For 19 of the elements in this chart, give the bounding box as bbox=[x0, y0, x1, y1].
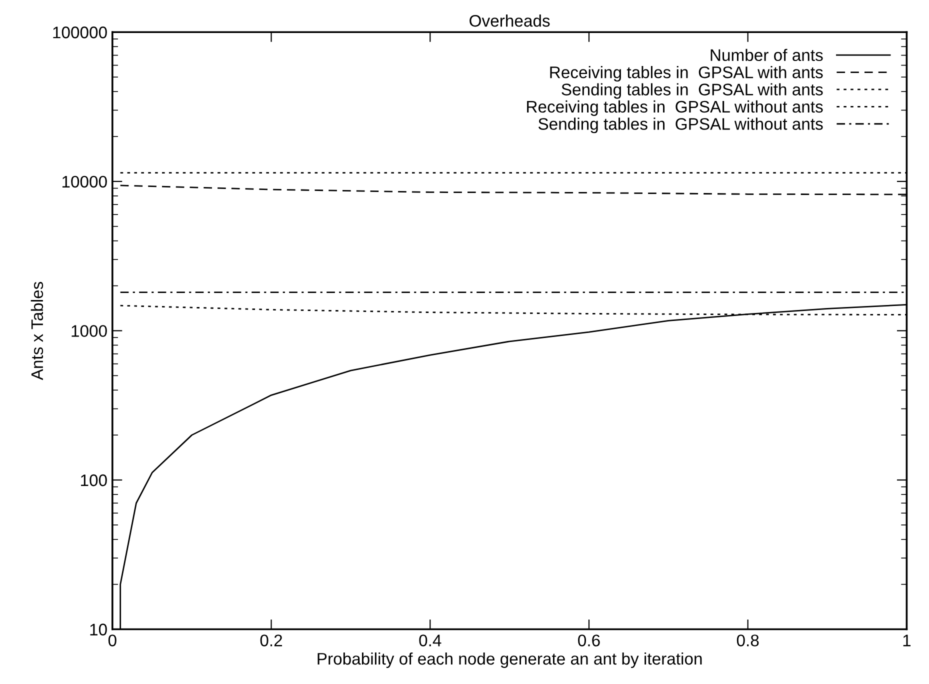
chart-title: Overheads bbox=[470, 14, 550, 27]
legend-label: Sending tables in GPSAL with ants bbox=[562, 83, 823, 99]
y-tick-label: 1000 bbox=[72, 325, 107, 337]
legend-label: Receiving tables in GPSAL without ants bbox=[527, 100, 823, 116]
x-tick-label: 0.8 bbox=[736, 634, 759, 646]
legend-label: Number of ants bbox=[710, 48, 823, 62]
legend-label: Sending tables in GPSAL without ants bbox=[538, 118, 823, 134]
y-tick-label: 10000 bbox=[62, 176, 107, 188]
x-tick-label: 0.4 bbox=[419, 634, 442, 646]
y-tick-label: 10 bbox=[90, 624, 107, 636]
y-tick-label: 100 bbox=[81, 474, 107, 486]
x-tick-label: 0.6 bbox=[578, 634, 600, 646]
y-tick-label: 100000 bbox=[53, 26, 107, 38]
y-axis-title: Ants x Tables bbox=[30, 282, 44, 380]
x-tick-label: 0 bbox=[108, 634, 116, 646]
x-tick-label: 1 bbox=[903, 634, 911, 646]
x-tick-label: 0.2 bbox=[260, 634, 282, 646]
x-axis-title: Probability of each node generate an ant by iteration bbox=[318, 652, 702, 668]
legend-label: Receiving tables in GPSAL with ants bbox=[550, 66, 823, 82]
